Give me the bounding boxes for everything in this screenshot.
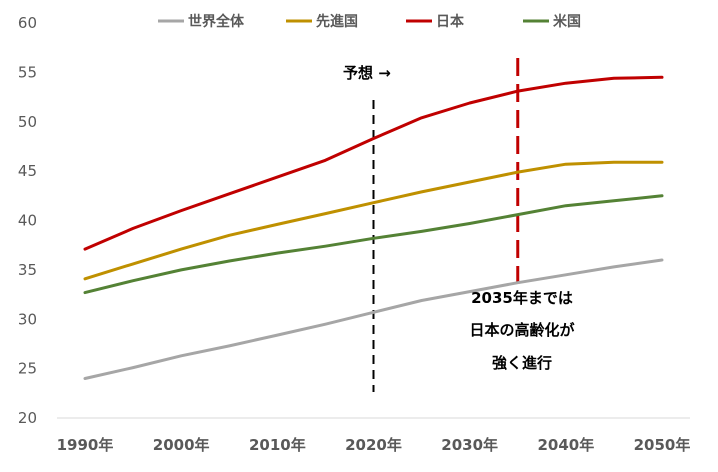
y-tick-label: 55 bbox=[18, 63, 37, 81]
series-lines bbox=[83, 75, 664, 380]
y-tick-label: 40 bbox=[18, 212, 37, 230]
legend: 世界全体 先進国 日本 米国 bbox=[158, 13, 581, 30]
y-tick-label: 60 bbox=[18, 14, 37, 32]
legend-label: 先進国 bbox=[316, 13, 358, 30]
x-tick-label: 2040年 bbox=[537, 436, 594, 454]
y-tick-label: 45 bbox=[18, 162, 37, 180]
legend-label: 米国 bbox=[553, 13, 581, 30]
note-line-2: 日本の高齢化が bbox=[469, 321, 575, 339]
x-tick-label: 2000年 bbox=[153, 436, 210, 454]
y-tick-label: 50 bbox=[18, 113, 37, 131]
note-line-1: 2035年までは bbox=[471, 289, 573, 307]
reference-lines bbox=[372, 58, 520, 392]
series-line-先進国 bbox=[83, 160, 664, 281]
x-tick-label: 2020年 bbox=[345, 436, 402, 454]
y-axis: 20 25 30 35 40 45 50 55 60 bbox=[18, 14, 37, 427]
series-line-世界全体 bbox=[83, 258, 664, 380]
forecast-label: 予想 → bbox=[343, 64, 391, 82]
series-line-米国 bbox=[83, 194, 664, 295]
x-axis: 1990年 2000年 2010年 2020年 2030年 2040年 2050年 bbox=[57, 436, 691, 454]
series-line-日本 bbox=[83, 75, 664, 251]
legend-label: 世界全体 bbox=[188, 13, 245, 30]
x-tick-label: 2030年 bbox=[441, 436, 498, 454]
x-tick-label: 1990年 bbox=[57, 436, 114, 454]
x-tick-label: 2050年 bbox=[634, 436, 691, 454]
y-tick-label: 25 bbox=[18, 360, 37, 378]
note-line-3: 強く進行 bbox=[492, 354, 552, 372]
y-tick-label: 30 bbox=[18, 310, 37, 328]
y-tick-label: 20 bbox=[18, 409, 37, 427]
x-tick-label: 2010年 bbox=[249, 436, 306, 454]
legend-label: 日本 bbox=[436, 13, 465, 30]
y-tick-label: 35 bbox=[18, 261, 37, 279]
